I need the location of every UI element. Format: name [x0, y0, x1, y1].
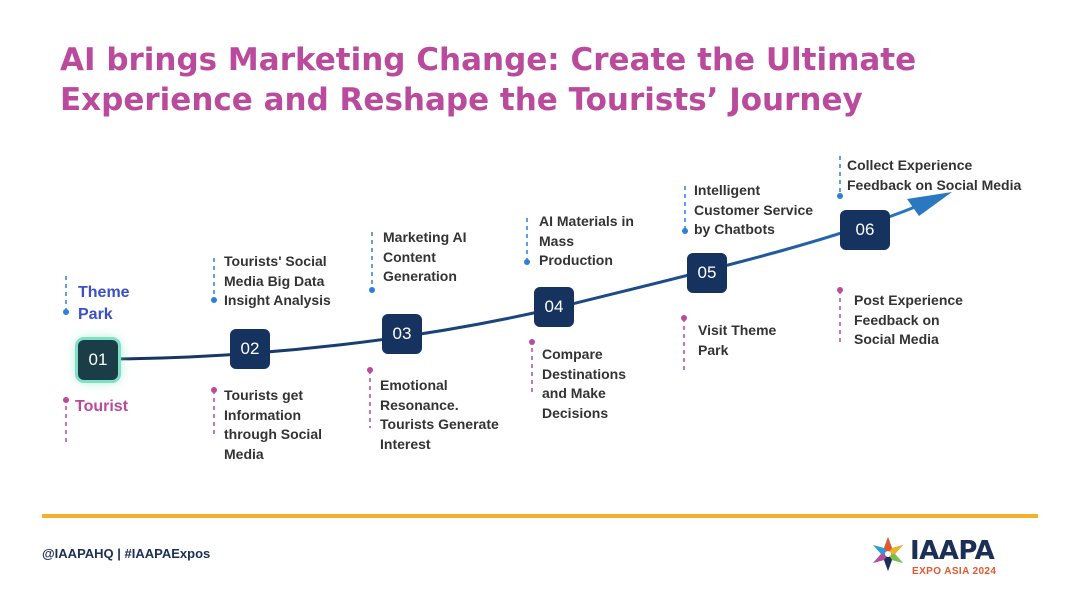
label-line: Media Big Data: [224, 272, 325, 289]
connectors-layer: [63, 156, 843, 442]
step-number: 06: [855, 220, 875, 239]
step-number: 03: [392, 324, 412, 343]
step-03-bottom-label: Emotional Resonance. Tourists Generate I…: [380, 376, 499, 454]
step-04-bottom-label: Compare Destinations and Make Decisions: [542, 345, 626, 423]
step-02-top-connector: [211, 258, 217, 303]
step-number: 04: [544, 297, 564, 316]
step-02-top-label: Tourists' Social Media Big Data Insight …: [224, 252, 331, 311]
step-number: 02: [240, 339, 260, 358]
step-04-top-label: AI Materials in Mass Production: [539, 212, 634, 271]
step-04-bottom-connector: [529, 339, 535, 396]
label-line: Emotional: [380, 377, 448, 393]
step-05-bottom-connector: [681, 315, 687, 370]
label-line: Decisions: [542, 404, 609, 421]
label-line: Production: [539, 252, 613, 268]
step-06-top-label: Collect Experience Feedback on Social Me…: [847, 156, 1021, 195]
connector-dot: [367, 367, 373, 373]
label-line: Generation: [383, 268, 457, 284]
step-node-03: 03: [382, 314, 422, 354]
label-line: Tourists get: [224, 387, 304, 403]
step-04-top-connector: [524, 218, 530, 265]
label-line: Mass: [539, 232, 575, 249]
label-line: Theme: [78, 284, 130, 301]
step-01-bottom-connector: [63, 397, 69, 442]
connector-dot: [529, 339, 535, 345]
step-number: 01: [88, 350, 108, 369]
label-line: Visit Theme: [698, 322, 777, 338]
label-line: Tourists' Social: [224, 253, 327, 269]
step-node-02: 02: [230, 329, 270, 369]
label-line: Social Media: [854, 331, 939, 347]
slide-title-line-2: Experience and Reshape the Tourists’ Jou…: [60, 82, 863, 118]
label-line: Interest: [380, 435, 431, 452]
step-01-top-label: Theme Park: [78, 282, 130, 326]
step-03-top-connector: [369, 232, 375, 293]
label-line: through Social: [224, 426, 322, 442]
step-05-bottom-label: Visit Theme Park: [698, 321, 776, 360]
step-05-top-connector: [682, 186, 688, 234]
label-line: Marketing AI: [383, 229, 467, 245]
connector-dot: [211, 297, 217, 303]
step-06-top-connector: [837, 156, 843, 199]
label-line: Destinations: [542, 365, 627, 382]
label-line: Park: [78, 306, 113, 323]
step-06-bottom-label: Post Experience Feedback on Social Media: [854, 291, 963, 350]
connector-dot: [369, 287, 375, 293]
footer-divider: [42, 514, 1038, 518]
label-line: Customer Service: [694, 201, 814, 218]
step-02-bottom-connector: [211, 387, 217, 436]
connector-dot: [682, 228, 688, 234]
connector-dot: [837, 287, 843, 293]
step-05-top-label: Intelligent Customer Service by Chatbots: [694, 181, 813, 240]
label-line: Feedback on Social Media: [847, 176, 1022, 193]
step-01-bottom-label: Tourist: [75, 397, 128, 417]
slide-title: AI brings Marketing Change: Create the U…: [60, 40, 1020, 120]
label-line: Park: [698, 341, 729, 358]
label-line: AI Materials in: [539, 213, 634, 229]
step-node-05: 05: [687, 253, 727, 293]
connector-dot: [837, 193, 843, 199]
label-line: Tourists Generate: [380, 416, 499, 432]
step-node-01: 01: [78, 340, 118, 380]
label-line: Post Experience: [854, 292, 963, 308]
step-01-top-connector: [63, 276, 69, 315]
step-node-06: 06: [840, 210, 890, 250]
connector-dot: [63, 397, 69, 403]
label-line: Tourist: [75, 398, 129, 415]
label-line: Intelligent: [694, 182, 761, 198]
iaapa-logo: IAAPA EXPO ASIA 2024: [870, 532, 1020, 582]
connector-dot: [524, 259, 530, 265]
step-number: 05: [697, 263, 717, 282]
label-line: and Make: [542, 385, 606, 401]
label-line: Resonance.: [380, 396, 459, 413]
connector-dot: [63, 309, 69, 315]
logo-wordmark: IAAPA: [910, 536, 995, 566]
label-line: Feedback on: [854, 311, 940, 328]
step-node-04: 04: [534, 287, 574, 327]
journey-arrow-head: [907, 192, 952, 216]
step-02-bottom-label: Tourists get Information through Social …: [224, 386, 322, 464]
label-line: Content: [383, 248, 436, 265]
iaapa-star-icon: [873, 537, 903, 571]
label-line: Compare: [542, 346, 603, 362]
label-line: Collect Experience: [847, 157, 973, 173]
step-06-bottom-connector: [837, 287, 843, 342]
social-handles: @IAAPAHQ | #IAAPAExpos: [42, 546, 211, 561]
label-line: Insight Analysis: [224, 292, 331, 308]
step-03-bottom-connector: [367, 367, 373, 428]
connector-dot: [211, 387, 217, 393]
label-line: by Chatbots: [694, 221, 775, 237]
slide-title-line-1: AI brings Marketing Change: Create the U…: [60, 42, 917, 78]
label-line: Information: [224, 406, 301, 423]
label-line: Media: [224, 445, 264, 462]
connector-dot: [681, 315, 687, 321]
logo-subtitle: EXPO ASIA 2024: [912, 566, 997, 577]
step-03-top-label: Marketing AI Content Generation: [383, 228, 467, 287]
